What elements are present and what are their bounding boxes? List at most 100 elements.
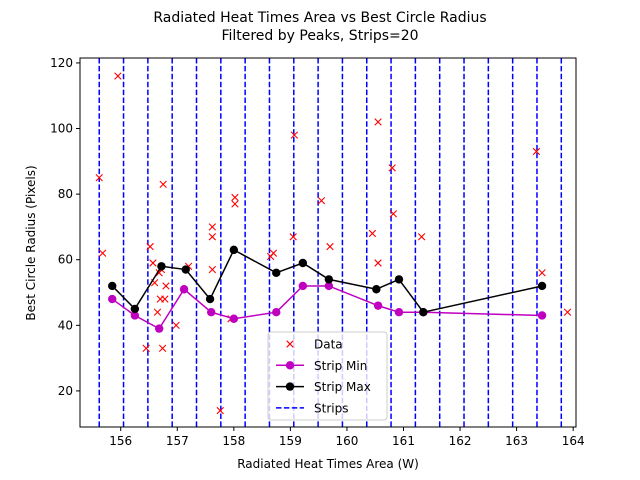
data-point-7 — [153, 308, 162, 316]
data-point-x-mark — [269, 249, 278, 257]
data-point-32 — [374, 259, 382, 267]
y-axis-label: Best Circle Radius (Pixels) — [24, 165, 38, 320]
legend-label-data: Data — [314, 338, 343, 352]
data-point-x-mark — [158, 344, 167, 352]
data-point-1 — [98, 249, 107, 257]
strip-max-point-2 — [157, 262, 166, 271]
strip-max-point-12 — [537, 281, 547, 291]
strip-max-point-4 — [205, 294, 215, 304]
data-point-19 — [208, 265, 217, 274]
data-point-22 — [231, 193, 239, 202]
data-point-x-mark — [216, 406, 224, 415]
data-point-37 — [538, 269, 546, 277]
data-point-x-mark — [231, 193, 239, 202]
x-tick-label-162: 162 — [449, 434, 472, 448]
data-point-x-mark — [162, 282, 170, 290]
strip-min-point-3 — [179, 285, 189, 294]
strip-max-point-6 — [272, 268, 281, 278]
data-point-x-mark — [290, 131, 299, 139]
data-point-27 — [290, 131, 299, 139]
strip-min-point-5 — [229, 314, 239, 323]
data-point-18 — [208, 233, 217, 241]
x-tick-label-156: 156 — [109, 434, 132, 448]
plot-frame — [79, 57, 577, 428]
axis-ticks: 156 157 158 159 160 161 162 163 164 20 40 60 80 100 12… — [50, 56, 585, 448]
data-point-36 — [532, 147, 541, 156]
data-point-x-mark — [289, 233, 297, 241]
strip-min-point-1 — [130, 311, 140, 320]
legend-label-strips: Strips — [314, 401, 348, 415]
x-tick-label-161: 161 — [392, 434, 415, 448]
data-point-x-mark — [388, 164, 396, 172]
y-tick-label-60: 60 — [58, 253, 73, 267]
data-point-x-mark — [159, 180, 167, 188]
data-point-x-mark — [155, 269, 163, 277]
x-tick-label-164: 164 — [562, 434, 585, 448]
legend-box — [267, 331, 388, 421]
data-point-x-mark — [563, 308, 572, 316]
data-point-3 — [142, 344, 150, 352]
y-tick-label-40: 40 — [58, 318, 73, 332]
data-point-x-mark — [538, 269, 546, 277]
plot-area — [95, 58, 572, 427]
strip-max-point-9 — [372, 285, 381, 294]
data-point-20 — [216, 406, 224, 415]
x-tick-label-158: 158 — [222, 434, 245, 448]
data-point-25 — [269, 249, 278, 257]
data-point-0 — [95, 174, 103, 182]
data-point-23 — [231, 200, 239, 208]
data-point-4 — [146, 242, 154, 251]
strip-min-point-10 — [394, 308, 404, 317]
strip-max-point-11 — [419, 308, 428, 317]
data-point-26 — [289, 233, 297, 241]
strip-max-point-1 — [130, 304, 140, 314]
data-point-2 — [114, 72, 122, 80]
data-point-x-mark — [374, 118, 382, 126]
data-point-11 — [158, 344, 167, 352]
legend: Data Strip Min Strip Max Strips — [267, 331, 388, 421]
data-point-12 — [159, 180, 167, 188]
chart-subtitle: Filtered by Peaks, Strips=20 — [221, 28, 418, 44]
strip-min-point-4 — [207, 308, 216, 317]
data-point-17 — [208, 223, 217, 231]
y-tick-label-120: 120 — [50, 56, 73, 70]
data-point-30 — [368, 229, 377, 238]
data-point-x-mark — [326, 242, 334, 251]
data-point-x-mark — [172, 321, 180, 330]
strip-min-point-6 — [272, 308, 281, 317]
strip-max-point-0 — [108, 281, 117, 291]
y-tick-label-100: 100 — [50, 122, 73, 136]
data-point-x-mark — [146, 242, 154, 251]
data-point-31 — [374, 118, 382, 126]
strip-min-point-9 — [373, 301, 383, 310]
data-point-33 — [388, 164, 396, 172]
data-point-14 — [162, 282, 170, 290]
x-tick-label-157: 157 — [166, 434, 189, 448]
strip-max-point-5 — [229, 245, 239, 255]
data-point-x-mark — [153, 308, 162, 316]
strip-max-point-8 — [324, 275, 334, 284]
data-point-13 — [161, 295, 169, 303]
data-point-35 — [417, 233, 426, 241]
data-point-34 — [389, 210, 398, 218]
strip-min-point-8 — [324, 281, 334, 291]
strip-min-point-7 — [298, 281, 308, 291]
x-tick-label-159: 159 — [279, 434, 302, 448]
strip-max-point-3 — [181, 265, 190, 274]
chart-title: Radiated Heat Times Area vs Best Circle … — [153, 10, 486, 26]
legend-marker-strip-max — [285, 382, 295, 391]
data-point-x-mark — [231, 200, 239, 208]
data-point-x-mark — [95, 174, 103, 182]
data-point-x-mark — [161, 295, 169, 303]
data-point-38 — [563, 308, 572, 316]
data-point-x-mark — [208, 233, 217, 241]
data-point-8 — [155, 269, 163, 277]
legend-label-strip-min: Strip Min — [314, 359, 367, 373]
data-point-x-mark — [208, 265, 217, 274]
legend-entry-strip-min: Strip Min — [276, 359, 367, 373]
legend-entry-strips: Strips — [276, 401, 348, 415]
x-axis-label: Radiated Heat Times Area (W) — [237, 457, 419, 471]
legend-swatch-data — [286, 340, 294, 348]
data-point-28 — [317, 196, 326, 205]
